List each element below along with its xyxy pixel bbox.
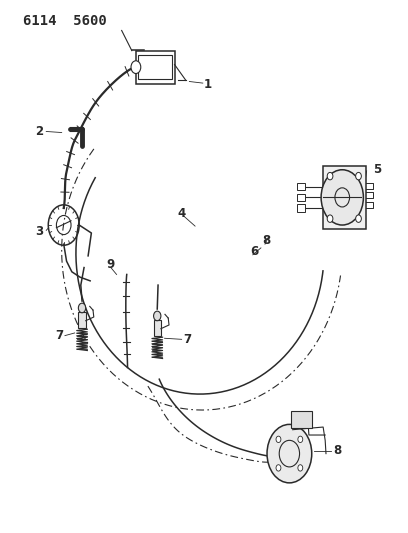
Circle shape	[131, 61, 141, 74]
Bar	[153, 320, 161, 336]
Circle shape	[356, 172, 361, 180]
Text: 3: 3	[35, 225, 43, 238]
Bar	[323, 166, 366, 229]
Bar	[297, 183, 305, 190]
Circle shape	[327, 215, 333, 222]
Bar	[297, 204, 305, 212]
Text: 5: 5	[373, 163, 381, 176]
Circle shape	[298, 436, 303, 442]
Text: 7: 7	[183, 333, 191, 346]
Bar	[78, 312, 86, 328]
Bar	[136, 51, 175, 84]
Text: 9: 9	[106, 259, 115, 271]
Text: 4: 4	[177, 207, 186, 220]
Text: 8: 8	[333, 445, 341, 457]
Circle shape	[267, 424, 312, 483]
Text: 2: 2	[35, 125, 43, 138]
Text: 1: 1	[204, 78, 212, 91]
Bar	[297, 193, 305, 201]
Text: 6: 6	[251, 245, 259, 258]
Circle shape	[78, 303, 86, 313]
Circle shape	[276, 436, 281, 442]
Circle shape	[356, 215, 361, 222]
Circle shape	[321, 169, 364, 225]
Bar	[291, 411, 312, 428]
Text: 7: 7	[55, 329, 63, 342]
Circle shape	[276, 465, 281, 471]
Bar	[138, 55, 173, 79]
Circle shape	[298, 465, 303, 471]
Circle shape	[327, 172, 333, 180]
Circle shape	[153, 311, 161, 321]
Text: 8: 8	[262, 235, 271, 247]
Text: 6114  5600: 6114 5600	[23, 14, 107, 28]
